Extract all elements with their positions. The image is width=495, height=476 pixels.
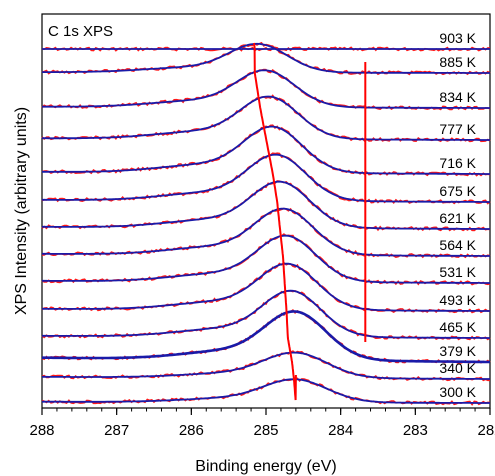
spectrum-716K	[41, 124, 491, 177]
spectrum-300K	[41, 377, 490, 406]
fit-trace	[42, 207, 490, 257]
temperature-label: 300 K	[439, 384, 476, 400]
spectrum-675K	[41, 152, 491, 205]
temperature-label: 903 K	[439, 30, 476, 46]
temperature-label: 885 K	[439, 54, 476, 70]
x-tick-label: 282	[477, 422, 495, 439]
x-tick-label: 285	[253, 422, 278, 439]
x-tick-label: 288	[29, 422, 54, 439]
temperature-label: 777 K	[439, 121, 476, 137]
spectrum-777K	[41, 94, 491, 143]
spectrum-903K	[41, 46, 491, 52]
fit-trace	[42, 351, 490, 380]
spectra-group	[41, 41, 491, 406]
spectrum-885K	[41, 41, 491, 76]
temperature-label: 465 K	[439, 319, 476, 335]
fit-trace	[42, 378, 490, 404]
fit-trace	[42, 262, 490, 312]
temperature-label: 675 K	[439, 183, 476, 199]
spectrum-621K	[41, 180, 491, 232]
x-tick-label: 286	[179, 422, 204, 439]
spectrum-531K	[41, 233, 491, 286]
chart-title: C 1s XPS	[48, 23, 113, 40]
fit-trace	[42, 95, 490, 141]
y-axis-label: XPS Intensity (arbitrary units)	[13, 107, 30, 315]
temperature-label: 621 K	[439, 210, 476, 226]
temperature-label: 564 K	[439, 237, 476, 253]
spectrum-564K	[42, 207, 491, 259]
fit-trace	[42, 180, 490, 230]
fit-trace	[42, 42, 490, 74]
peak-shift-guide	[253, 42, 297, 401]
fit-trace	[42, 234, 490, 284]
temperature-label: 379 K	[439, 343, 476, 359]
fit-trace	[42, 125, 490, 175]
temperature-label: 340 K	[439, 360, 476, 376]
temperature-label: 531 K	[439, 264, 476, 280]
spectrum-340K	[41, 350, 490, 382]
temperature-label: 834 K	[439, 89, 476, 105]
spectrum-379K	[41, 309, 491, 365]
fit-trace	[42, 289, 490, 339]
temperature-label: 493 K	[439, 292, 476, 308]
plot-area: 903 K 885 K 834 K 777 K 716 K 675 K 621 K 564 K…	[41, 13, 491, 409]
x-tick-label: 283	[403, 422, 428, 439]
fit-trace	[42, 153, 490, 203]
x-tick-label: 287	[104, 422, 129, 439]
fit-trace	[42, 69, 490, 109]
guide-lines	[253, 42, 367, 401]
x-axis-label: Binding energy (eV)	[195, 458, 336, 475]
spectrum-493K	[41, 261, 491, 314]
temperature-label: 716 K	[439, 155, 476, 171]
x-tick-label: 284	[328, 422, 353, 439]
x-axis: 288 287 286 285 284 283 282	[29, 408, 495, 439]
fit-trace	[42, 310, 490, 364]
spectrum-834K	[41, 68, 491, 111]
spectrum-465K	[41, 289, 491, 341]
temperature-labels: 903 K 885 K 834 K 777 K 716 K 675 K 621 K 564 K…	[439, 30, 476, 400]
plot-frame	[41, 13, 491, 409]
